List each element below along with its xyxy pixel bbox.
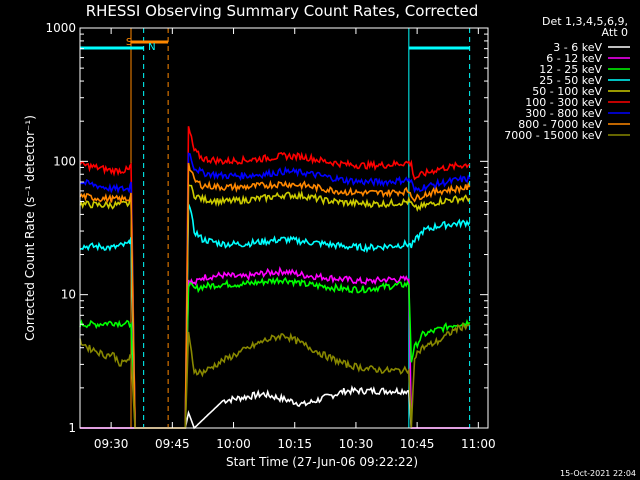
marker-label-0: N <box>148 42 155 53</box>
legend-label-1: 6 - 12 keV <box>546 52 602 65</box>
axes-layer <box>79 27 489 429</box>
legend-label-3: 25 - 50 keV <box>539 74 602 87</box>
y-tick-label-1: 10 <box>61 288 76 302</box>
x-tick-label-5: 10:45 <box>400 437 435 451</box>
state-bar-label-1: S <box>126 37 132 48</box>
x-tick-label-0: 09:30 <box>94 437 129 451</box>
x-tick-label-2: 10:00 <box>216 437 251 451</box>
x-tick-label-4: 10:30 <box>339 437 374 451</box>
tick-layer: 09:30 09:45 10:00 10:15 10:30 10:45 11:00 1 10 10… <box>45 21 495 451</box>
chart-title: RHESSI Observing Summary Count Rates, Co… <box>86 2 479 20</box>
y-axis-label: Corrected Count Rate (s⁻¹ detector⁻¹) <box>23 115 37 341</box>
x-tick-label-1: 09:45 <box>155 437 190 451</box>
series-layer <box>79 126 471 430</box>
marker-layer <box>79 28 471 428</box>
x-tick-label-3: 10:15 <box>277 437 312 451</box>
timestamp: 15-Oct-2021 22:04 <box>560 469 636 478</box>
y-tick-label-3: 1000 <box>45 21 76 35</box>
legend-header-0: Det 1,3,4,5,6,9, <box>542 15 628 28</box>
legend-label-6: 300 - 800 keV <box>525 107 602 120</box>
plot-frame <box>79 27 489 429</box>
legend-label-7: 800 - 7000 keV <box>518 118 602 131</box>
legend-label-8: 7000 - 15000 keV <box>504 129 602 142</box>
legend-label-0: 3 - 6 keV <box>553 41 602 54</box>
legend-label-2: 12 - 25 keV <box>539 63 602 76</box>
legend-label-4: 50 - 100 keV <box>532 85 602 98</box>
y-tick-label-2: 100 <box>53 154 76 168</box>
x-tick-label-6: 11:00 <box>461 437 496 451</box>
legend-header-1: Att 0 <box>602 26 628 39</box>
x-axis-label: Start Time (27-Jun-06 09:22:22) <box>226 455 418 469</box>
y-tick-label-0: 1 <box>68 421 76 435</box>
legend-label-5: 100 - 300 keV <box>525 96 602 109</box>
